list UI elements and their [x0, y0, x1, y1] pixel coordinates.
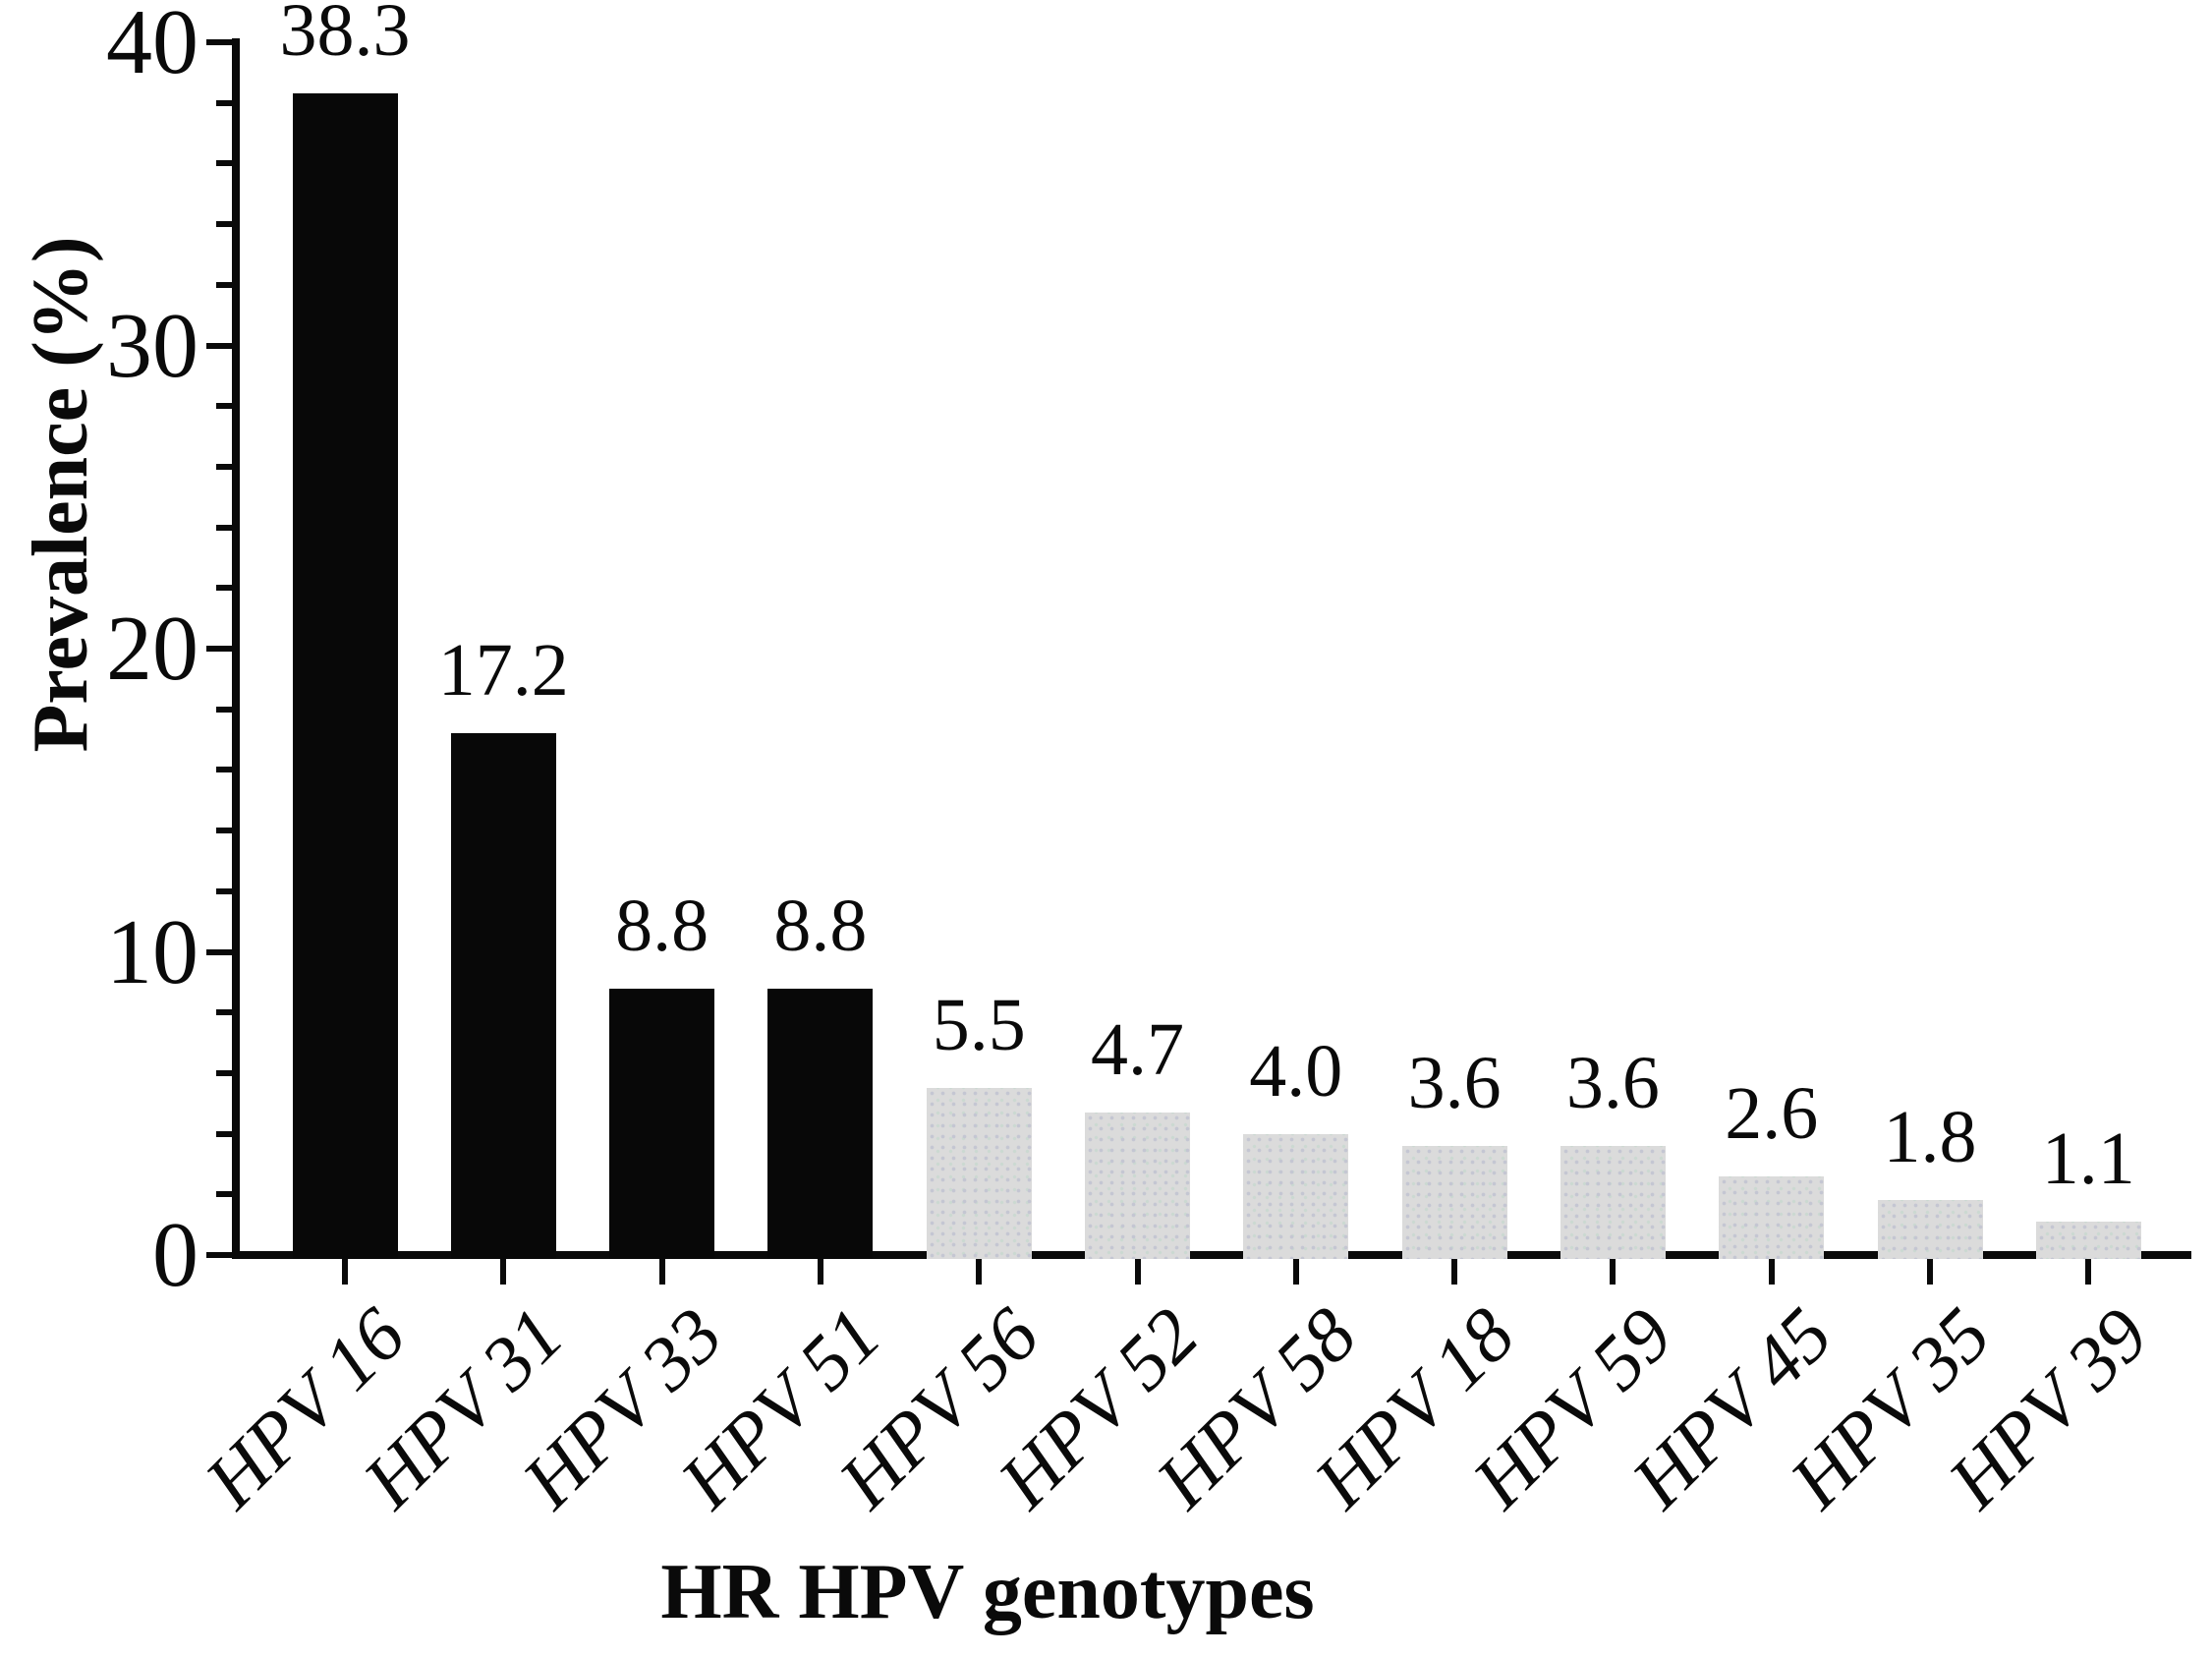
y-major-tick	[206, 948, 232, 955]
bar-value-label: 2.6	[1725, 1071, 1819, 1155]
y-minor-tick	[216, 767, 232, 773]
y-minor-tick	[216, 99, 232, 106]
x-tick	[976, 1259, 983, 1285]
bar	[1560, 1145, 1666, 1259]
y-major-tick	[206, 646, 232, 652]
x-axis-title: HR HPV genotypes	[660, 1549, 1315, 1635]
y-tick-label: 10	[106, 900, 199, 1003]
y-minor-tick	[216, 585, 232, 592]
y-minor-tick	[216, 524, 232, 531]
x-axis-line	[232, 1251, 2191, 1259]
x-tick	[1134, 1259, 1141, 1285]
bar-value-label: 3.6	[1565, 1041, 1660, 1124]
y-tick-label: 30	[106, 294, 199, 397]
y-minor-tick	[216, 463, 232, 470]
bar-value-label: 5.5	[932, 984, 1026, 1067]
y-axis-line	[232, 38, 240, 1259]
y-minor-tick	[216, 221, 232, 228]
y-minor-tick	[216, 1009, 232, 1016]
y-minor-tick	[216, 403, 232, 410]
y-minor-tick	[216, 706, 232, 713]
y-minor-tick	[216, 828, 232, 834]
bar	[1877, 1200, 1983, 1259]
bar	[1719, 1175, 1825, 1259]
y-tick-label: 40	[106, 0, 199, 93]
bar	[1243, 1133, 1349, 1259]
bar	[767, 988, 874, 1259]
bar-value-label: 4.7	[1091, 1008, 1184, 1091]
x-tick	[658, 1259, 665, 1285]
x-tick	[1292, 1259, 1299, 1285]
bar	[609, 988, 715, 1259]
y-minor-tick	[216, 160, 232, 167]
bar	[926, 1088, 1032, 1259]
y-minor-tick	[216, 887, 232, 894]
bar	[2035, 1222, 2141, 1259]
x-tick	[817, 1259, 823, 1285]
y-minor-tick	[216, 1069, 232, 1076]
bar	[292, 93, 398, 1259]
y-major-tick	[206, 39, 232, 45]
bar-value-label: 3.6	[1407, 1041, 1502, 1124]
x-tick	[500, 1259, 507, 1285]
y-minor-tick	[216, 1191, 232, 1198]
bar	[1085, 1113, 1190, 1259]
x-tick	[1927, 1259, 1933, 1285]
bar-value-label: 38.3	[279, 0, 411, 73]
bar	[450, 733, 556, 1259]
bar-value-label: 17.2	[437, 629, 569, 713]
y-tick-label: 0	[152, 1204, 199, 1306]
bar	[1401, 1145, 1507, 1259]
x-tick	[1610, 1259, 1616, 1285]
bar-value-label: 1.8	[1883, 1096, 1977, 1179]
x-tick	[342, 1259, 348, 1285]
y-minor-tick	[216, 1130, 232, 1137]
y-minor-tick	[216, 281, 232, 288]
bar-value-label: 8.8	[615, 884, 709, 967]
y-major-tick	[206, 342, 232, 349]
bar-value-label: 1.1	[2041, 1117, 2135, 1201]
bar-value-label: 4.0	[1249, 1029, 1343, 1113]
y-tick-label: 20	[106, 598, 199, 700]
bar-value-label: 8.8	[773, 884, 868, 967]
x-tick	[2085, 1259, 2092, 1285]
x-tick	[1768, 1259, 1775, 1285]
y-major-tick	[206, 1252, 232, 1258]
x-tick	[1451, 1259, 1458, 1285]
